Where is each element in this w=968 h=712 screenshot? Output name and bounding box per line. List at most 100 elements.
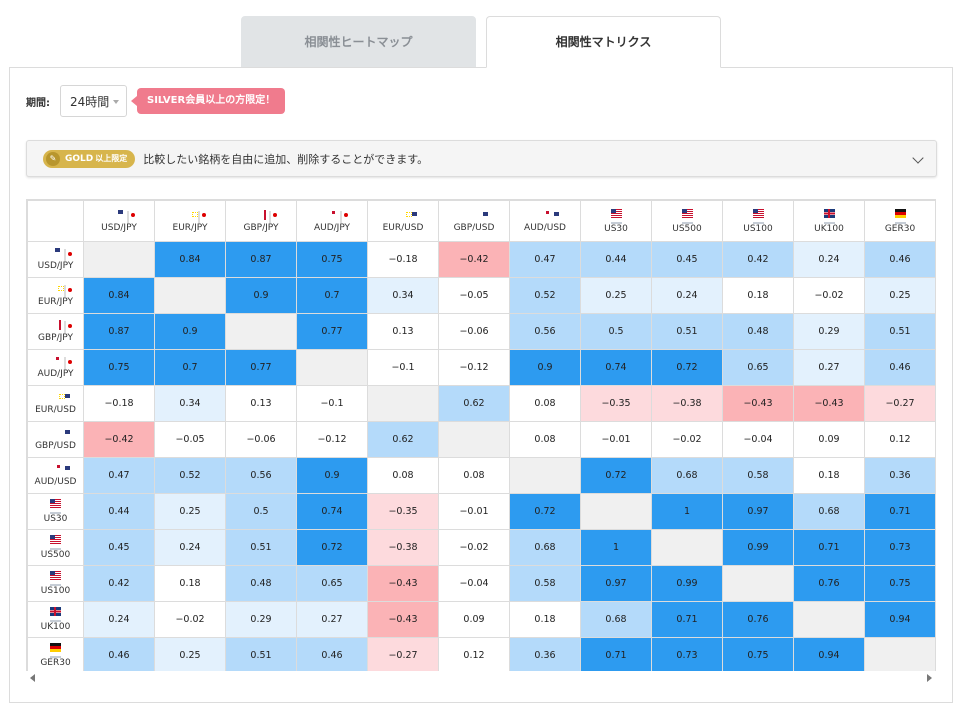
correlation-cell: 0.76 — [722, 601, 794, 638]
correlation-cell: 0.51 — [864, 313, 935, 350]
correlation-cell: 0.18 — [722, 277, 794, 314]
gold-leaf-icon: ✎ — [46, 151, 60, 166]
correlation-cell: 0.13 — [367, 313, 439, 350]
correlation-cell: −0.06 — [438, 313, 510, 350]
scroll-right-arrow-icon[interactable] — [927, 674, 932, 682]
correlation-cell: 0.24 — [154, 529, 226, 566]
correlation-cell: 0.08 — [438, 457, 510, 494]
correlation-cell: 0.77 — [296, 313, 368, 350]
correlation-cell: 0.48 — [722, 313, 794, 350]
table-row: UK100 0.24 −0.02 0.29 0.27 −0.43 0.09 0.18 0.68 0… — [27, 601, 935, 638]
gold-badge-sub: 以上限定 — [95, 154, 128, 163]
diagonal-cell — [367, 385, 439, 422]
period-select[interactable]: 24時間 — [60, 85, 127, 117]
correlation-cell: 0.71 — [580, 637, 652, 674]
row-header-label: US500 — [40, 550, 71, 560]
correlation-cell: 0.56 — [225, 457, 297, 494]
correlation-cell: 0.65 — [722, 349, 794, 386]
row-header-label: AUD/USD — [34, 477, 77, 487]
correlation-cell: 1 — [651, 493, 723, 530]
diagonal-cell — [864, 637, 935, 674]
correlation-cell: −0.43 — [367, 601, 439, 638]
caret-down-icon — [113, 100, 119, 104]
row-header: US100 — [27, 565, 84, 602]
correlation-cell: 0.56 — [509, 313, 581, 350]
correlation-cell: 0.84 — [154, 241, 226, 278]
correlation-table: USD/JPY EUR/JPY GBP/JPY AUD/JPY EUR/USD GBP/U… — [27, 200, 935, 674]
gold-badge-label: GOLD — [65, 153, 94, 164]
correlation-cell: 0.73 — [651, 637, 723, 674]
correlation-cell: 0.65 — [296, 565, 368, 602]
us-flag-icon — [50, 499, 61, 508]
correlation-cell: 0.18 — [509, 601, 581, 638]
correlation-cell: 0.9 — [296, 457, 368, 494]
diagonal-cell — [296, 349, 368, 386]
correlation-cell: 0.44 — [83, 493, 155, 530]
correlation-cell: −0.38 — [367, 529, 439, 566]
correlation-cell: 0.84 — [83, 277, 155, 314]
correlation-cell: 0.52 — [154, 457, 226, 494]
tab-correlation-matrix[interactable]: 相関性マトリクス — [486, 16, 721, 68]
horizontal-scrollbar[interactable] — [26, 671, 936, 685]
correlation-cell: 0.47 — [83, 457, 155, 494]
correlation-cell: −0.05 — [154, 421, 226, 458]
currency-pair-flag-icon — [251, 210, 271, 223]
correlation-cell: 0.75 — [83, 349, 155, 386]
tab-correlation-heatmap[interactable]: 相関性ヒートマップ — [241, 16, 476, 68]
correlation-cell: 0.08 — [509, 421, 581, 458]
currency-pair-flag-icon — [46, 428, 66, 437]
correlation-cell: 0.24 — [651, 277, 723, 314]
correlation-cell: 0.29 — [793, 313, 865, 350]
correlation-cell: 0.27 — [793, 349, 865, 386]
table-row: EUR/JPY 0.84 0.9 0.7 0.34 −0.05 0.52 0.25 0.24 0.… — [27, 277, 935, 314]
correlation-cell: −0.12 — [296, 421, 368, 458]
correlation-cell: 0.09 — [793, 421, 865, 458]
chevron-down-icon[interactable] — [912, 152, 924, 164]
currency-pair-flag-icon — [46, 248, 66, 261]
period-value: 24時間 — [70, 94, 110, 109]
column-header-label: USD/JPY — [101, 222, 137, 233]
row-header-label: EUR/USD — [35, 405, 76, 415]
column-header-label: UK100 — [814, 223, 844, 234]
jp-flag-icon — [127, 210, 129, 223]
column-header: GBP/USD — [438, 200, 510, 242]
correlation-cell: −0.35 — [580, 385, 652, 422]
correlation-cell: 0.58 — [509, 565, 581, 602]
diagonal-cell — [651, 529, 723, 566]
row-header-label: USD/JPY — [37, 261, 74, 271]
column-header: UK100 — [793, 200, 865, 242]
correlation-cell: −0.42 — [438, 241, 510, 278]
currency-pair-flag-icon — [46, 320, 66, 333]
scroll-left-arrow-icon[interactable] — [30, 674, 35, 682]
diagonal-cell — [438, 421, 510, 458]
us-flag-icon — [610, 208, 622, 218]
correlation-cell: 0.5 — [580, 313, 652, 350]
correlation-cell: 0.45 — [651, 241, 723, 278]
correlation-cell: 0.62 — [367, 421, 439, 458]
correlation-cell: 0.25 — [864, 277, 935, 314]
de-flag-icon — [50, 643, 61, 652]
column-header-label: AUD/JPY — [313, 222, 351, 233]
currency-pair-flag-icon — [464, 210, 484, 219]
table-row: GER30 0.46 0.25 0.51 0.46 −0.27 0.12 0.36 0.71 0.… — [27, 637, 935, 674]
row-header: AUD/USD — [27, 457, 84, 494]
correlation-cell: 0.9 — [225, 277, 297, 314]
correlation-cell: 0.5 — [225, 493, 297, 530]
correlation-cell: 0.75 — [296, 241, 368, 278]
currency-pair-flag-icon — [393, 210, 413, 219]
correlation-cell: −0.02 — [154, 601, 226, 638]
period-row: 期間: 24時間 SILVER会員以上の方限定！ — [26, 85, 286, 117]
row-header-label: GBP/JPY — [38, 333, 73, 343]
jp-flag-icon — [340, 210, 342, 223]
correlation-cell: −0.02 — [651, 421, 723, 458]
correlation-cell: 0.68 — [580, 601, 652, 638]
correlation-cell: −0.18 — [367, 241, 439, 278]
correlation-cell: −0.43 — [793, 385, 865, 422]
correlation-cell: 0.51 — [225, 637, 297, 674]
correlation-cell: −0.1 — [296, 385, 368, 422]
de-flag-icon — [894, 208, 906, 218]
matrix-corner — [27, 200, 84, 242]
correlation-cell: 0.74 — [296, 493, 368, 530]
correlation-cell: −0.42 — [83, 421, 155, 458]
gold-feature-accordion[interactable]: ✎ GOLD 以上限定 比較したい銘柄を自由に追加、削除することができます。 — [26, 140, 937, 177]
